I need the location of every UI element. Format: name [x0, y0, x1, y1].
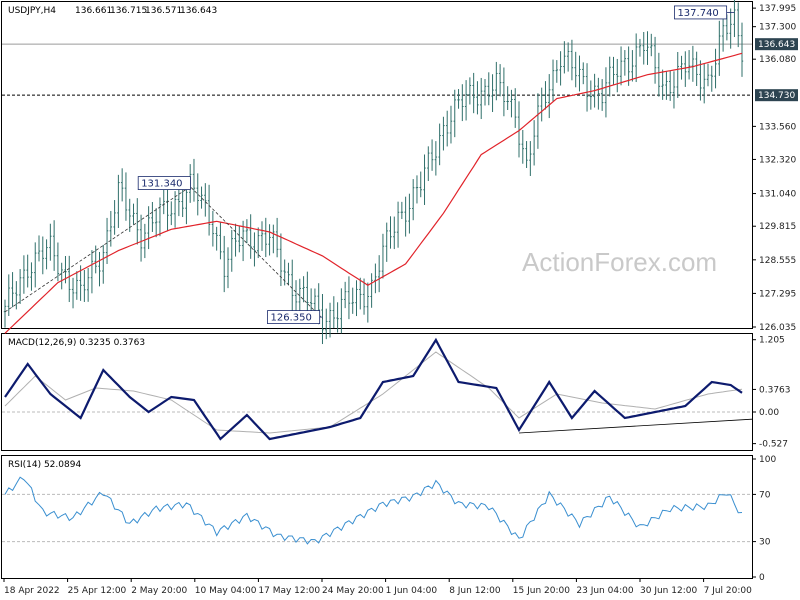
rsi-axis-tick-label: 0 [759, 573, 765, 583]
time-axis-tick-label: 25 Apr 12:00 [68, 586, 127, 596]
time-axis-tick-label: 23 Jun 04:00 [576, 586, 633, 596]
price-axis-tick-label: 132.320 [759, 155, 796, 165]
rsi-title: RSI(14) 52.0894 [8, 460, 81, 470]
price-panel-frame [1, 1, 753, 329]
price-tag-label: 136.643 [758, 40, 795, 50]
price-axis-tick-label: 126.035 [759, 323, 796, 333]
time-axis-tick-label: 18 Apr 2022 [4, 586, 60, 596]
price-axis-tick-label: 133.560 [759, 122, 796, 132]
macd-line [4, 337, 743, 441]
symbol-label: USDJPY,H4 [8, 6, 56, 16]
price-annotation-label: 126.350 [270, 313, 311, 324]
price-axis-tick-label: 136.080 [759, 55, 796, 65]
price-axis-tick-label: 137.300 [759, 23, 796, 33]
macd-axis-tick-label: -0.527 [759, 440, 788, 450]
macd-panel-frame [1, 333, 753, 451]
rsi-axis-tick-label: 30 [759, 538, 771, 548]
price-axis-tick-label: 128.555 [759, 256, 796, 266]
price-annotation-label: 131.340 [141, 179, 182, 190]
price-tag-box [755, 89, 798, 102]
macd-layer [2, 337, 753, 441]
time-axis-tick-label: 17 May 12:00 [258, 586, 320, 596]
rsi-line [4, 476, 743, 545]
price-layer: 137.740 131.340 126.350 [2, 0, 752, 345]
macd-axis-tick-label: 0.00 [759, 408, 779, 418]
macd-trendline [518, 418, 753, 434]
macd-title: MACD(12,26,9) 0.3235 0.3763 [8, 338, 145, 348]
price-axis-tick-label: 127.295 [759, 289, 796, 299]
high-value: 136.715 [110, 6, 147, 16]
rsi-axis-tick-label: 70 [759, 490, 771, 500]
macd-axis-tick-label: 1.205 [759, 336, 785, 346]
price-axis-tick-label: 129.815 [759, 222, 796, 232]
time-axis-tick-label: 15 Jun 20:00 [513, 586, 570, 596]
open-value: 136.661 [75, 6, 112, 16]
rsi-axis-tick-label: 100 [759, 455, 776, 465]
price-header: USDJPY,H4 136.661 136.715 136.571 136.64… [8, 6, 217, 16]
time-axis-tick-label: 2 May 20:00 [131, 586, 187, 596]
rsi-layer [2, 476, 752, 545]
price-tag-label: 134.730 [758, 91, 795, 101]
rsi-panel-frame [1, 455, 753, 579]
time-axis-tick-label: 8 Jun 12:00 [449, 586, 501, 596]
close-value: 136.643 [180, 6, 217, 16]
low-value: 136.571 [145, 6, 182, 16]
moving-average-line [4, 52, 743, 334]
time-axis-tick-label: 1 Jun 04:00 [386, 586, 438, 596]
price-annotation-label: 137.740 [677, 8, 718, 19]
price-tag-box [755, 38, 798, 51]
macd-signal-line [4, 351, 743, 434]
axis-layer: 137.995 137.300 136.080 133.560 132.320 131.0… [3, 4, 798, 596]
price-axis-tick-label: 131.040 [759, 190, 796, 200]
time-axis-tick-label: 24 May 20:00 [322, 586, 384, 596]
time-axis-tick-label: 10 May 04:00 [195, 586, 257, 596]
watermark: ActionForex.com [522, 247, 717, 277]
time-axis-tick-label: 30 Jun 12:00 [640, 586, 697, 596]
macd-axis-tick-label: 0.3763 [759, 385, 791, 395]
price-axis-tick-label: 137.995 [759, 4, 796, 14]
time-axis-tick-label: 7 Jul 20:00 [704, 586, 753, 596]
